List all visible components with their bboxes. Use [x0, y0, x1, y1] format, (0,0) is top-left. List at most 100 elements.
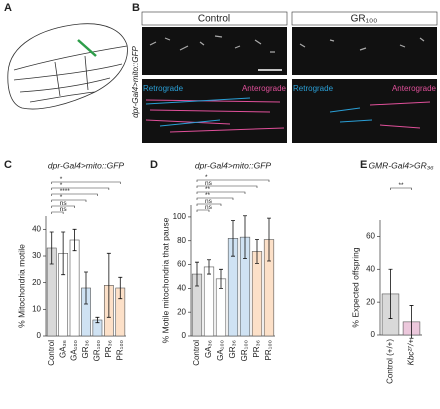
significance-bracket [51, 181, 121, 184]
condition-label: GR₁₀₀ [351, 14, 378, 25]
y-tick-label: 10 [32, 304, 41, 313]
significance-bracket [51, 211, 64, 214]
y-tick-label: 60 [177, 260, 186, 269]
wing-diagram [7, 23, 128, 110]
direction-label: Anterograde [242, 84, 287, 93]
y-axis-label: % Mitochondria motile [16, 244, 26, 328]
significance-bracket [51, 199, 87, 202]
y-tick-label: 30 [32, 251, 41, 260]
bar [203, 266, 215, 337]
x-tick-label: Control (+/+) [386, 339, 395, 384]
y-tick-label: 0 [371, 330, 376, 339]
significance-bracket [196, 191, 246, 194]
x-tick-label: GA₃₆ [58, 340, 67, 358]
significance-bracket [196, 185, 258, 188]
x-tick-label: GA₁₀₀ [216, 340, 225, 361]
error-bar [61, 231, 66, 276]
significance-label: ns [205, 204, 213, 211]
significance-label: ns [60, 200, 68, 207]
bar [69, 239, 80, 337]
error-bar [95, 316, 100, 324]
x-tick-label: PR₃₆ [104, 340, 113, 358]
y-tick-label: 80 [177, 236, 186, 245]
significance-bracket [51, 193, 98, 196]
x-tick-label: GR₁₀₀ [240, 340, 249, 361]
error-bar [231, 220, 235, 257]
y-tick-label: 40 [177, 283, 186, 292]
error-bar [207, 259, 211, 275]
significance-label: ns [205, 198, 213, 205]
error-bar [195, 261, 199, 287]
significance-label: * [205, 174, 208, 181]
chart-title: dpr-Gal4>mito::GFP [48, 160, 124, 170]
significance-bracket [196, 203, 222, 206]
y-tick-label: 0 [182, 331, 187, 340]
micrograph [142, 27, 287, 75]
condition-box [291, 11, 438, 26]
kymo-tracks [145, 97, 431, 133]
x-tick-label: GR₁₀₀ [93, 340, 102, 361]
y-tick-label: 20 [177, 307, 186, 316]
bar [251, 251, 263, 337]
significance-bracket [196, 197, 234, 200]
error-bar [49, 231, 54, 265]
error-bar [219, 268, 223, 289]
x-tick-label: PR₃₆ [252, 340, 261, 358]
error-bar [267, 217, 271, 262]
x-tick-label: GA₁₀₀ [70, 340, 79, 361]
error-bar [388, 268, 393, 319]
y-tick-label: 0 [37, 331, 42, 340]
significance-label: * [60, 176, 63, 183]
kymograph [292, 79, 437, 143]
significance-bracket [196, 209, 210, 212]
mito-signal [149, 35, 425, 53]
significance-label: ** [205, 186, 211, 193]
x-tick-label: Control [47, 340, 56, 366]
x-tick-label: Control [192, 340, 201, 366]
panel-label: C [4, 159, 12, 171]
error-bar [255, 239, 259, 264]
direction-label: Anterograde [392, 84, 437, 93]
x-tick-label: GR₃₆ [228, 340, 237, 358]
genotype-label: dpr-Gal4>mito::GFP [131, 46, 140, 118]
condition-box [141, 11, 288, 26]
micrograph [292, 27, 437, 75]
y-tick-label: 100 [173, 212, 187, 221]
panel-label: E [360, 159, 367, 171]
chart-title: GMR-Gal4>GR₃₆ [368, 160, 434, 170]
x-tick-label: Kbc²⁷/+ [407, 339, 416, 366]
x-tick-label: PR₁₀₀ [264, 340, 273, 360]
significance-bracket [51, 205, 75, 208]
significance-label: ** [205, 192, 211, 199]
panel-label: D [150, 159, 158, 171]
y-axis-label: % Motile mitochondria that pause [160, 217, 170, 343]
error-bar [106, 252, 111, 318]
panel-label: B [132, 2, 140, 14]
significance-label: * [60, 194, 63, 201]
panel-label: A [4, 2, 12, 14]
x-tick-label: PR₁₀₀ [115, 340, 124, 360]
error-bar [84, 271, 88, 305]
significance-label: * [60, 182, 63, 189]
significance-label: ns [60, 206, 68, 213]
error-bar [409, 305, 414, 339]
significance-bracket [51, 187, 110, 190]
y-tick-label: 40 [366, 264, 375, 273]
significance-label: ns [205, 180, 213, 187]
y-tick-label: 20 [366, 297, 375, 306]
error-bar [243, 215, 247, 259]
direction-label: Retrograde [293, 84, 334, 93]
x-tick-label: GA₃₆ [204, 340, 213, 358]
significance-label: **** [60, 188, 71, 195]
chart-title: dpr-Gal4>mito::GFP [195, 160, 271, 170]
significance-bracket [390, 187, 412, 190]
direction-label: Retrograde [143, 84, 184, 93]
significance-bracket [196, 179, 270, 182]
error-bar [118, 276, 123, 300]
x-tick-label: GR₃₆ [81, 340, 90, 358]
y-tick-label: 40 [32, 224, 41, 233]
y-tick-label: 60 [366, 232, 375, 241]
condition-label: Control [198, 14, 230, 25]
